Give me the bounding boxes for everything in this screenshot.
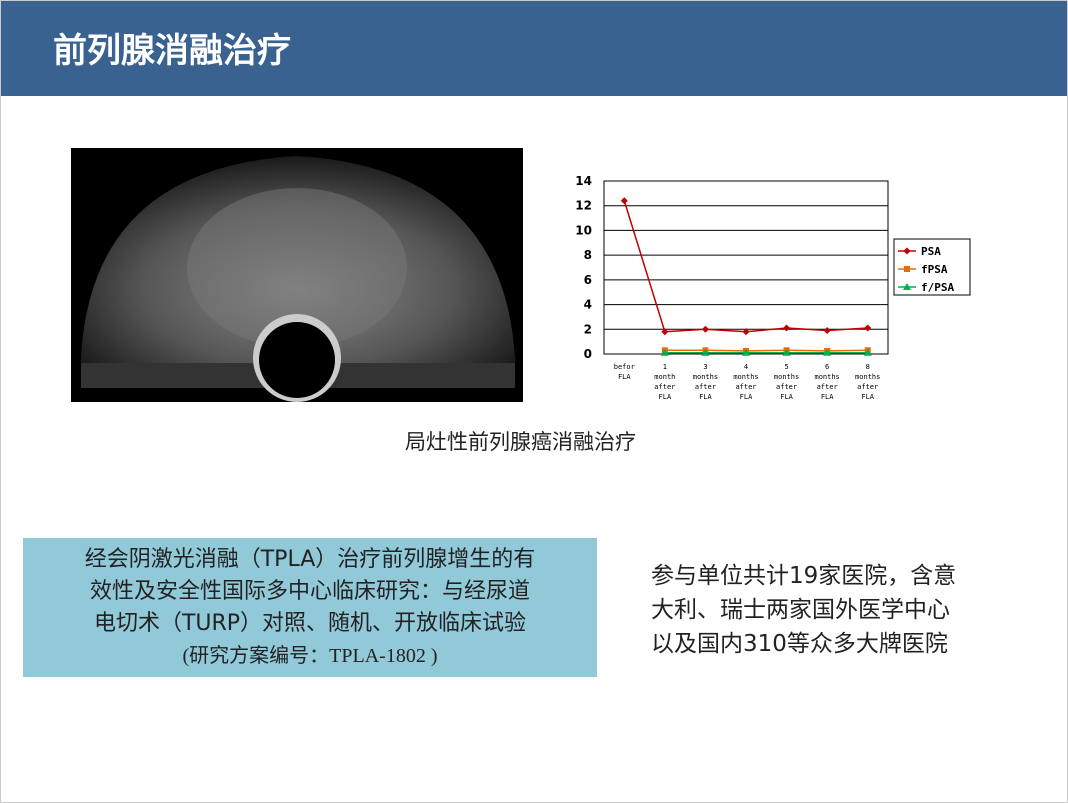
header-bar: 前列腺消融治疗 bbox=[1, 1, 1067, 96]
study-box: 经会阴激光消融（TPLA）治疗前列腺增生的有 效性及安全性国际多中心临床研究：与经… bbox=[23, 538, 597, 677]
note-line: 参与单位共计19家医院，含意 bbox=[651, 563, 957, 589]
y-tick-label: 2 bbox=[584, 322, 592, 336]
study-line: (研究方案编号：TPLA-1802 ) bbox=[182, 645, 438, 667]
legend-box bbox=[893, 238, 971, 296]
point bbox=[864, 324, 872, 332]
point bbox=[782, 348, 791, 356]
x-tick-label: befor FLA bbox=[613, 363, 635, 381]
legend-marker bbox=[904, 266, 910, 272]
series-line bbox=[664, 349, 868, 352]
point bbox=[742, 348, 750, 356]
point bbox=[620, 197, 628, 205]
legend-label: PSA bbox=[921, 245, 941, 258]
chart: 0 2 4 6 8 10 12 14 PSA fPSA f/PSA befor FLA 1 month… bbox=[561, 166, 981, 410]
y-tick-label: 10 bbox=[575, 223, 592, 237]
point bbox=[783, 324, 791, 332]
x-tick-label: 3 months after FLA bbox=[692, 363, 719, 401]
y-tick-label: 0 bbox=[584, 347, 592, 361]
point bbox=[823, 348, 832, 356]
point bbox=[701, 348, 710, 356]
note-line: 大利、瑞士两家国外医学中心 bbox=[651, 597, 950, 623]
x-tick-label: 8 months after FLA bbox=[855, 363, 881, 401]
study-line: 效性及安全性国际多中心临床研究：与经尿道 bbox=[89, 579, 530, 604]
caption: 局灶性前列腺癌消融治疗 bbox=[405, 430, 636, 454]
point bbox=[701, 325, 709, 333]
y-tick-label: 14 bbox=[575, 174, 592, 188]
y-tick-label: 12 bbox=[575, 199, 592, 213]
x-tick-label: 4 months after FLA bbox=[733, 363, 759, 401]
x-tick-label: 5 months after FLA bbox=[773, 363, 800, 401]
point bbox=[661, 328, 669, 336]
y-tick-label: 6 bbox=[584, 273, 592, 287]
y-tick-label: 8 bbox=[584, 248, 592, 262]
legend-marker bbox=[903, 247, 911, 255]
legend-marker bbox=[903, 283, 911, 290]
x-tick-label: 6 months after FLA bbox=[814, 363, 840, 401]
study-line: 经会阴激光消融（TPLA）治疗前列腺增生的有 bbox=[84, 547, 536, 572]
ultrasound-image bbox=[71, 148, 523, 402]
slide-title: 前列腺消融治疗 bbox=[53, 31, 291, 71]
series-line bbox=[623, 200, 868, 333]
note-line: 以及国内310等众多大牌医院 bbox=[651, 631, 948, 657]
note: 参与单位共计19家医院，含意 大利、瑞士两家国外医学中心 以及国内310等众多大牌医… bbox=[651, 559, 956, 661]
legend-label: fPSA bbox=[921, 263, 948, 276]
legend-label: f/PSA bbox=[921, 281, 954, 294]
y-tick-label: 4 bbox=[584, 298, 592, 312]
x-tick-label: 1 month after FLA bbox=[654, 363, 676, 401]
plot-area bbox=[603, 180, 889, 355]
point bbox=[863, 348, 872, 356]
point bbox=[823, 327, 831, 335]
chart-svg: 0 2 4 6 8 10 12 14 PSA fPSA f/PSA bbox=[575, 174, 971, 361]
study-line: 电切术（TURP）对照、随机、开放临床试验 bbox=[93, 611, 527, 636]
point bbox=[660, 348, 669, 356]
point bbox=[742, 328, 750, 336]
